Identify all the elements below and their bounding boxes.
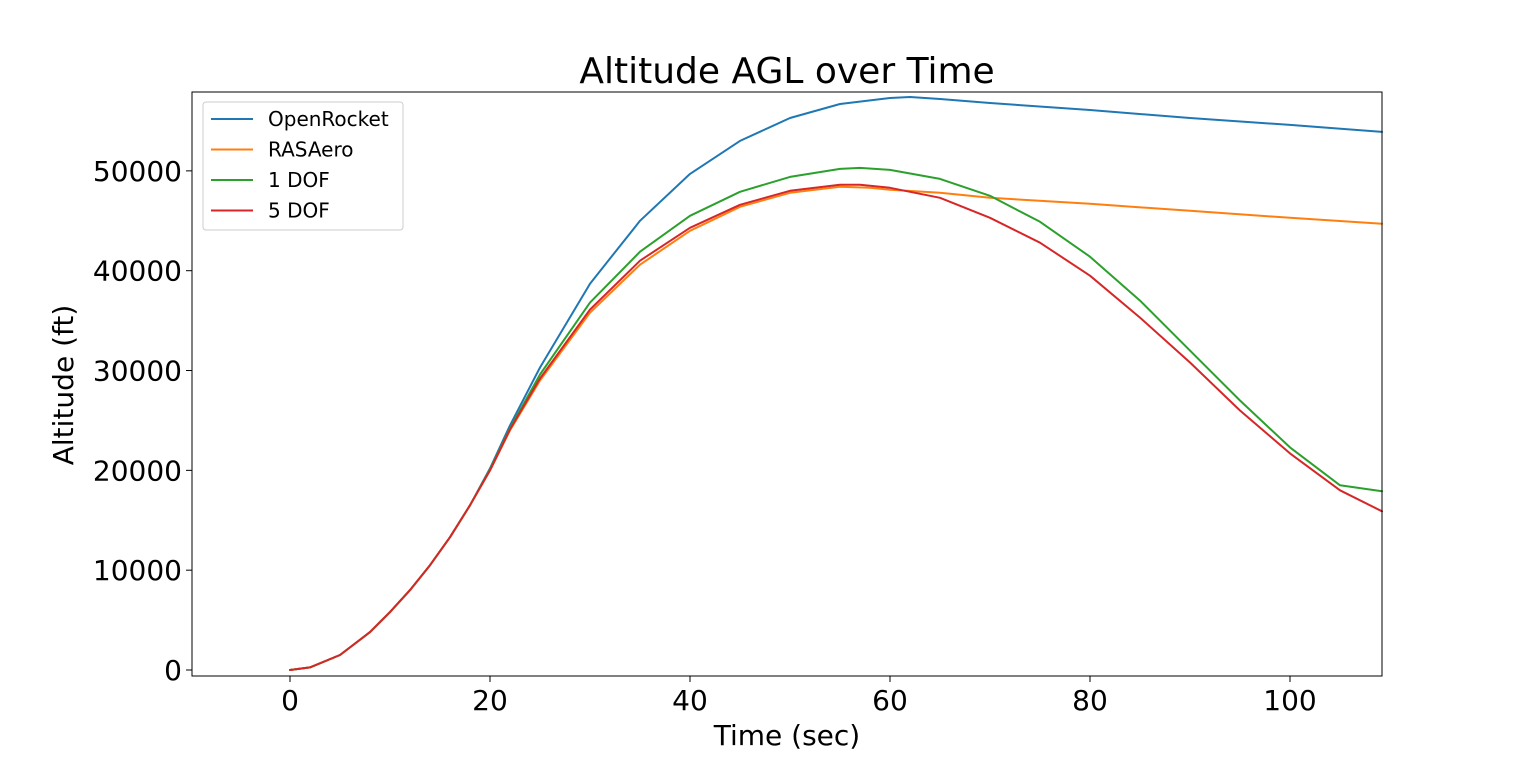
legend-frame: [202, 101, 404, 231]
x-tick-label: 0: [281, 684, 299, 717]
y-tick-label: 20000: [93, 454, 182, 487]
y-tick-label: 10000: [93, 554, 182, 587]
y-tick-label: 0: [164, 654, 182, 687]
y-tick-label: 50000: [93, 155, 182, 188]
series-line-3: [289, 166, 1383, 671]
legend-label-4: 5 DOF: [268, 199, 330, 223]
y-tick-label: 40000: [93, 255, 182, 288]
series-line-1: [289, 96, 1383, 671]
y-axis: 0 10000 20000 30000 40000 50000: [93, 155, 192, 687]
legend-label-3: 1 DOF: [268, 168, 330, 192]
x-tick-label: 60: [872, 684, 908, 717]
legend-label-2: RASAero: [268, 138, 354, 162]
x-axis-label: Time (sec): [713, 719, 860, 752]
series-line-4: [289, 183, 1383, 671]
x-axis: 0 20 40 60 80 100: [281, 676, 1317, 717]
plot-area: [289, 96, 1383, 671]
legend-label-1: OpenRocket: [268, 107, 389, 131]
x-tick-label: 80: [1072, 684, 1108, 717]
series-line-2: [289, 185, 1383, 671]
legend: OpenRocket RASAero 1 DOF 5 DOF: [202, 101, 404, 231]
plot-frame: [191, 91, 1383, 677]
x-tick-label: 40: [672, 684, 708, 717]
y-axis-label: Altitude (ft): [47, 305, 80, 466]
x-tick-label: 20: [472, 684, 508, 717]
y-tick-label: 30000: [93, 355, 182, 388]
chart-title: Altitude AGL over Time: [579, 51, 994, 92]
x-tick-label: 100: [1263, 684, 1316, 717]
